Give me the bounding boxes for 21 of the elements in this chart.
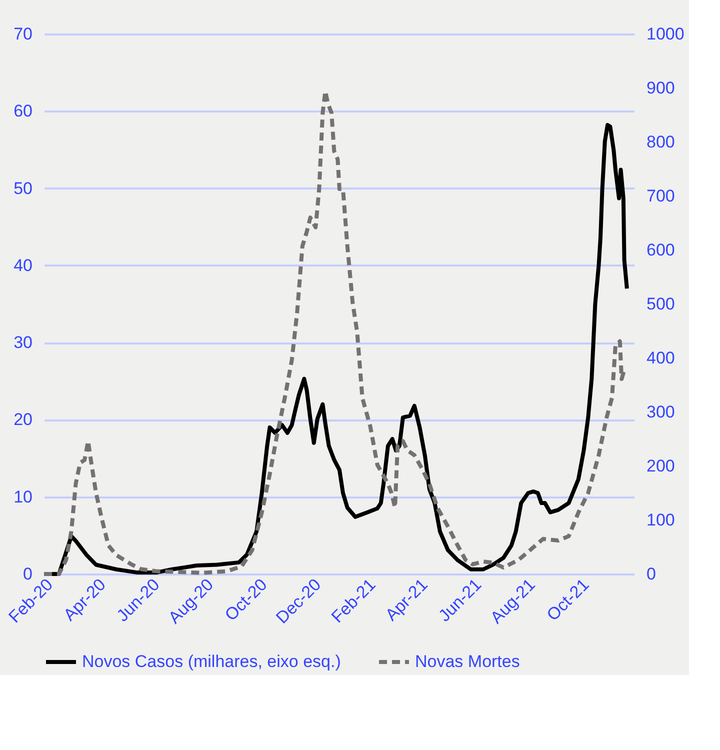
y2-tick-label: 800 xyxy=(646,132,675,152)
y2-tick-label: 300 xyxy=(646,402,675,422)
y-tick-label: 0 xyxy=(23,564,32,584)
y2-tick-label: 700 xyxy=(646,186,675,206)
y2-tick-label: 200 xyxy=(646,456,675,476)
y2-tick-label: 500 xyxy=(646,294,675,314)
y-tick-label: 20 xyxy=(14,410,32,430)
y2-tick-label: 1000 xyxy=(646,24,684,44)
y2-tick-label: 600 xyxy=(646,240,675,260)
y2-tick-label: 900 xyxy=(646,78,675,98)
y-tick-label: 10 xyxy=(14,487,32,506)
y-tick-label: 30 xyxy=(14,333,32,352)
y-tick-label: 60 xyxy=(14,102,32,121)
legend-label: Novas Mortes xyxy=(415,652,520,671)
y2-tick-label: 400 xyxy=(646,348,675,368)
y2-tick-label: 0 xyxy=(646,564,656,584)
y2-tick-label: 100 xyxy=(646,510,675,530)
legend-label: Novos Casos (milhares, eixo esq.) xyxy=(82,652,341,671)
y-tick-label: 70 xyxy=(14,24,32,44)
y-tick-label: 50 xyxy=(14,178,32,198)
y-tick-label: 40 xyxy=(14,256,32,275)
